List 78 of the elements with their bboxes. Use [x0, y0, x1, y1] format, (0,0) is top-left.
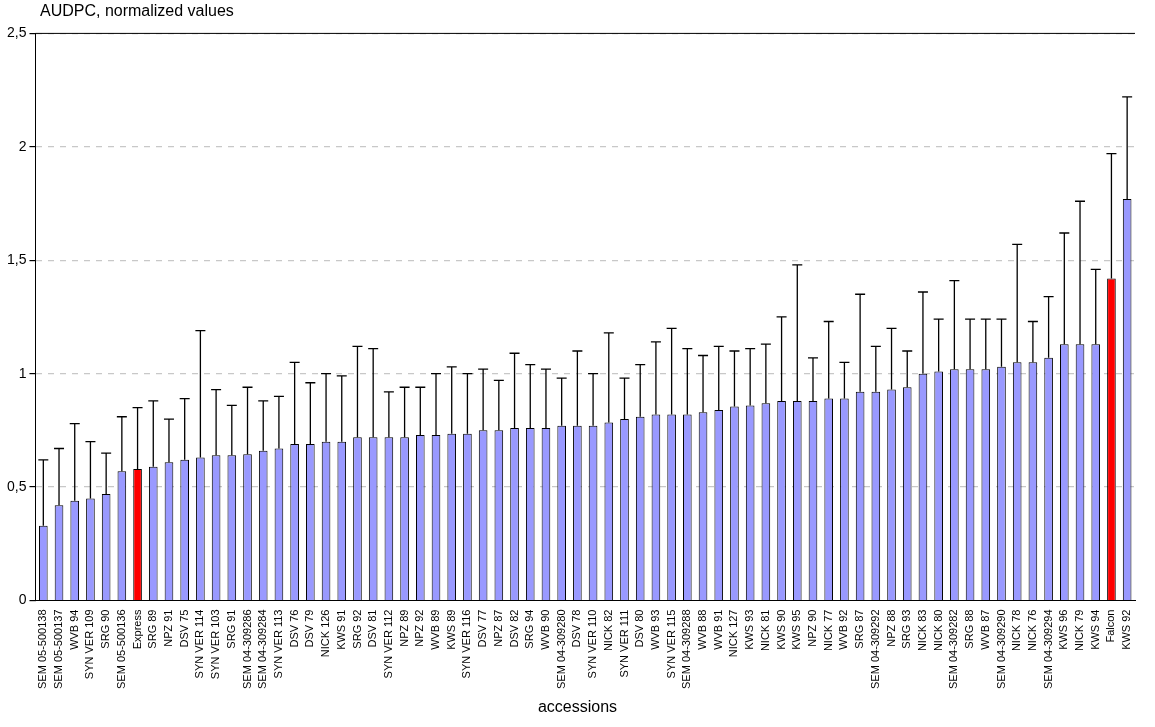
x-tick-label: NPZ 89	[397, 609, 410, 647]
x-tick-label: SEM 04-309294	[1041, 609, 1054, 689]
x-tick-label: WVB 92	[837, 609, 850, 650]
x-tick-label: SEM 04-309282	[947, 609, 960, 689]
x-tick-label: SEM 04-309284	[256, 609, 269, 689]
x-tick-label: NPZ 88	[884, 609, 897, 647]
x-tick-label: KWS 95	[790, 609, 803, 650]
y-tick-label: 1	[18, 364, 27, 381]
x-tick-label: SEM 05-500138	[36, 609, 49, 689]
x-tick-label: KWS 93	[743, 609, 756, 650]
y-tick-label: 2	[18, 137, 27, 154]
x-tick-label: KWS 91	[334, 609, 347, 650]
x-tick-label: SRG 91	[224, 609, 237, 649]
x-tick-label: KWS 92	[1120, 609, 1133, 650]
y-tick-label: 0,5	[6, 477, 27, 494]
x-tick-label: WVB 94	[67, 609, 80, 650]
x-tick-label: SEM 04-309286	[240, 609, 253, 689]
x-tick-label: SYN VER 112	[381, 609, 394, 679]
x-tick-label: SYN VER 109	[83, 609, 96, 680]
x-tick-label: KWS 96	[1057, 609, 1070, 650]
x-tick-label: DSV 77	[476, 609, 489, 648]
x-axis-title: accessions	[536, 698, 619, 716]
x-tick-label: NPZ 92	[413, 609, 426, 647]
x-tick-label: NICK 79	[1073, 609, 1086, 652]
x-tick-label: WVB 91	[711, 609, 724, 650]
x-tick-label: DSV 82	[507, 609, 520, 648]
x-tick-label: NPZ 90	[806, 609, 819, 647]
x-tick-label: SYN VER 114	[193, 609, 206, 679]
x-tick-label: SRG 88	[963, 609, 976, 649]
x-tick-label: SYN VER 110	[586, 609, 599, 679]
x-tick-label: KWS 89	[444, 609, 457, 650]
x-tick-label: SYN VER 111	[617, 609, 630, 678]
x-tick-label: NPZ 91	[162, 609, 175, 647]
x-tick-label: NICK 76	[1025, 609, 1038, 652]
x-tick-label: SYN VER 115	[664, 609, 677, 679]
x-tick-label: NICK 77	[821, 609, 834, 652]
x-tick-label: NICK 78	[1010, 609, 1023, 652]
x-tick-label: SRG 87	[853, 609, 866, 649]
y-tick-label: 1,5	[6, 251, 27, 268]
x-tick-label: DSV 75	[177, 609, 190, 648]
x-tick-label: DSV 80	[633, 609, 646, 648]
x-tick-label: NICK 80	[931, 609, 944, 652]
x-tick-label: SRG 89	[146, 609, 159, 649]
y-tick-label: 0	[18, 591, 27, 608]
chart-title: AUDPC, normalized values	[40, 2, 234, 20]
x-tick-label: NICK 81	[758, 609, 771, 652]
x-tick-label: Express	[130, 609, 143, 650]
x-tick-label: NICK 127	[727, 609, 740, 658]
x-tick-label: NICK 82	[601, 609, 614, 652]
x-tick-label: SEM 04-309280	[554, 609, 567, 689]
x-tick-label: DSV 76	[287, 609, 300, 648]
x-tick-label: DSV 79	[303, 609, 316, 648]
x-tick-label: KWS 94	[1088, 609, 1101, 650]
x-tick-label: WVB 88	[696, 609, 709, 650]
x-tick-label: KWS 90	[774, 609, 787, 650]
x-tick-label: SRG 90	[99, 609, 112, 649]
x-tick-label: SYN VER 103	[209, 609, 222, 680]
x-tick-label: DSV 81	[366, 609, 379, 648]
x-tick-label: Falcon	[1104, 609, 1117, 643]
x-tick-label: SYN VER 116	[460, 609, 473, 679]
x-tick-label: SRG 92	[350, 609, 363, 649]
x-tick-label: WVB 93	[648, 609, 661, 650]
x-tick-label: SEM 04-309292	[868, 609, 881, 689]
x-tick-label: SEM 04-309290	[994, 609, 1007, 689]
x-tick-label: WVB 89	[429, 609, 442, 650]
x-tick-label: SRG 93	[900, 609, 913, 649]
x-tick-label: DSV 78	[570, 609, 583, 648]
x-tick-label: NPZ 87	[491, 609, 504, 647]
x-tick-label: NICK 83	[915, 609, 928, 652]
x-tick-label: SEM 05-500137	[52, 609, 65, 689]
y-tick-label: 2,5	[6, 24, 27, 41]
x-tick-label: SRG 94	[523, 609, 536, 649]
x-tick-label: WVB 90	[538, 609, 551, 650]
x-tick-label: NICK 126	[319, 609, 332, 658]
x-tick-label: SEM 05-500136	[114, 609, 127, 689]
x-tick-label: WVB 87	[978, 609, 991, 650]
x-tick-label: SEM 04-309288	[680, 609, 693, 689]
x-tick-label: SYN VER 113	[271, 609, 284, 679]
